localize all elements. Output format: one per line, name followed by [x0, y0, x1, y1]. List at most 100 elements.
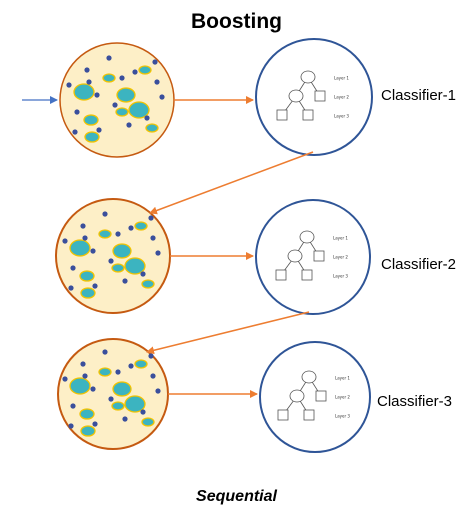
weighted-point	[80, 425, 96, 437]
classifier-label-3: Classifier-3	[377, 393, 453, 410]
data-point	[128, 363, 134, 369]
data-point	[128, 225, 134, 231]
dataset-circle-3	[57, 338, 169, 450]
data-point	[80, 361, 86, 367]
data-point	[74, 109, 80, 115]
weighted-point	[83, 114, 99, 126]
tree-leaf	[276, 109, 288, 121]
data-point	[82, 373, 88, 379]
data-point	[115, 231, 121, 237]
tree-node	[288, 89, 304, 103]
weighted-point	[124, 257, 146, 275]
tree-leaf	[313, 250, 325, 262]
data-point	[102, 349, 108, 355]
data-point	[119, 75, 125, 81]
arrow-classifier-2-to-dataset-3	[146, 311, 310, 355]
classifier-circle-3: Layer 1 Layer 2 Layer 3	[259, 341, 371, 453]
weighted-point	[141, 279, 155, 289]
data-point	[132, 69, 138, 75]
tree-leaf	[303, 409, 315, 421]
data-point	[152, 59, 158, 65]
weighted-point	[79, 408, 95, 420]
weighted-point	[98, 367, 112, 377]
data-point	[86, 79, 92, 85]
data-point	[90, 386, 96, 392]
weighted-point	[69, 377, 91, 395]
data-point	[84, 67, 90, 73]
weighted-point	[141, 417, 155, 427]
tree-leaf	[275, 269, 287, 281]
classifier-label-2: Classifier-2	[381, 256, 457, 273]
data-point	[122, 278, 128, 284]
weighted-point	[69, 239, 91, 257]
tree-node	[289, 389, 305, 403]
data-point	[115, 369, 121, 375]
data-point	[80, 223, 86, 229]
tree-layer-label: Layer 1	[335, 376, 350, 381]
data-point	[140, 409, 146, 415]
weighted-point	[84, 131, 100, 143]
data-point	[68, 285, 74, 291]
weighted-point	[134, 221, 148, 231]
data-point	[148, 215, 154, 221]
data-point	[94, 92, 100, 98]
data-point	[66, 82, 72, 88]
tree-root-node	[301, 370, 317, 384]
tree-layer-label: Layer 3	[333, 274, 348, 279]
tree-layer-label: Layer 2	[335, 395, 350, 400]
data-point	[122, 416, 128, 422]
data-point	[159, 94, 165, 100]
data-point	[144, 115, 150, 121]
data-point	[62, 376, 68, 382]
data-point	[150, 373, 156, 379]
tree-layer-label: Layer 3	[335, 414, 350, 419]
data-point	[72, 129, 78, 135]
data-point	[154, 79, 160, 85]
data-point	[155, 250, 161, 256]
data-point	[155, 388, 161, 394]
tree-leaf	[314, 90, 326, 102]
classifier-circle-1: Layer 1 Layer 2 Layer 3	[255, 38, 373, 156]
weighted-point	[80, 287, 96, 299]
tree-layer-label: Layer 3	[334, 114, 349, 119]
data-point	[150, 235, 156, 241]
weighted-point	[115, 107, 129, 117]
data-point	[140, 271, 146, 277]
tree-leaf	[277, 409, 289, 421]
decision-tree-icon: Layer 1 Layer 2 Layer 3	[276, 70, 349, 121]
data-point	[70, 265, 76, 271]
tree-layer-label: Layer 1	[333, 236, 348, 241]
dataset-points	[66, 55, 165, 143]
data-point	[106, 55, 112, 61]
data-point	[126, 122, 132, 128]
data-point	[112, 102, 118, 108]
data-point	[108, 396, 114, 402]
weighted-point	[138, 65, 152, 75]
classifier-circle-2: Layer 1 Layer 2 Layer 3	[255, 199, 371, 315]
data-point	[108, 258, 114, 264]
tree-leaf	[302, 109, 314, 121]
arrow-classifier-1-to-dataset-2	[149, 151, 314, 215]
weighted-point	[112, 243, 132, 259]
weighted-point	[111, 263, 125, 273]
classifier-label-1: Classifier-1	[381, 87, 457, 104]
data-point	[62, 238, 68, 244]
tree-root-node	[299, 230, 315, 244]
data-point	[90, 248, 96, 254]
weighted-point	[145, 123, 159, 133]
weighted-point	[116, 87, 136, 103]
data-point	[82, 235, 88, 241]
weighted-point	[128, 101, 150, 119]
data-point	[102, 211, 108, 217]
tree-leaf	[315, 390, 327, 402]
weighted-point	[134, 359, 148, 369]
dataset-circle-1	[59, 42, 175, 158]
weighted-point	[102, 73, 116, 83]
weighted-point	[112, 381, 132, 397]
tree-root-node	[300, 70, 316, 84]
tree-node	[287, 249, 303, 263]
weighted-point	[79, 270, 95, 282]
data-point	[148, 353, 154, 359]
